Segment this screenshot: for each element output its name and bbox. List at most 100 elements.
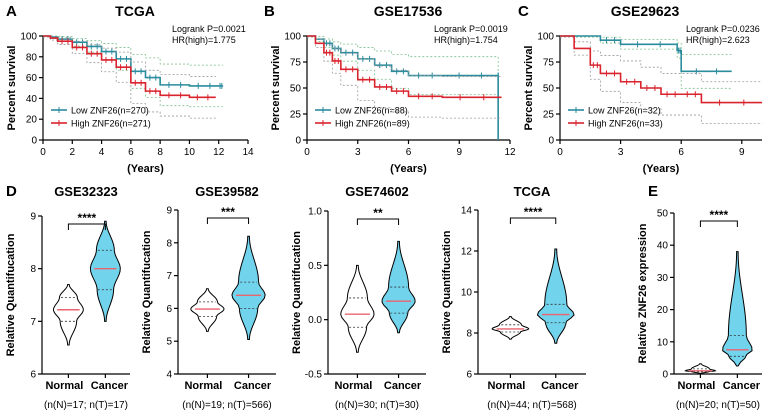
chart-c-2: Percent survival 0 25 50 75 100 0 3 6 9 (Years) Low… xyxy=(523,24,762,175)
y-tick-label: 75 xyxy=(543,58,555,69)
legend-label: Low ZNF26(n=88) xyxy=(335,106,408,116)
series-line-high xyxy=(43,35,216,99)
x-tick-label: 8 xyxy=(157,147,163,158)
category-label-normal: Normal xyxy=(487,380,525,392)
series-line-low xyxy=(560,35,732,73)
y-tick-label: 25 xyxy=(290,110,302,121)
category-label-cancer: Cancer xyxy=(384,380,422,392)
panel-title-c: GSE29623 xyxy=(611,3,680,19)
significance-bracket xyxy=(509,217,557,224)
chart-d-5: Relative Quantifucation -0.5 0.0 0.5 1.0 Norm… xyxy=(291,184,426,411)
y-tick-label: 7 xyxy=(30,317,36,328)
y-tick-label: 8 xyxy=(166,238,172,249)
significance-bracket xyxy=(699,220,738,227)
y-tick-label: 20 xyxy=(657,305,669,316)
panel-letter-c: C xyxy=(518,3,529,20)
y-tick-label: 0 xyxy=(662,370,668,381)
y-tick-label: 4 xyxy=(166,370,172,381)
category-label-normal: Normal xyxy=(334,380,372,392)
x-tick-label: 0 xyxy=(557,147,563,158)
y-tick-label: 0 xyxy=(548,136,554,147)
y-tick-label: 75 xyxy=(290,58,302,69)
significance-stars: *** xyxy=(221,205,235,219)
violin-normal xyxy=(53,283,84,346)
y-tick-label: 1.0 xyxy=(308,207,322,218)
x-tick-label: 0 xyxy=(304,147,310,158)
hr-label: HR(high)=1.754 xyxy=(434,35,498,45)
violin-normal xyxy=(190,288,225,332)
logrank-label: Logrank P=0.0019 xyxy=(434,24,508,34)
sample-size-label: (n(N)=17; n(T)=17) xyxy=(44,400,128,411)
y-tick-label: 40 xyxy=(657,241,669,252)
panel-title-a: TCGA xyxy=(115,3,155,19)
y-tick-label: 9 xyxy=(30,212,36,223)
y-axis-label: Relative Quantifucation xyxy=(5,233,17,356)
y-tick-label: 0.0 xyxy=(308,315,322,326)
legend-label: Low ZNF26(n=270) xyxy=(71,106,149,116)
x-tick-label: 12 xyxy=(213,147,225,158)
ci-band-upper xyxy=(307,35,499,120)
x-tick-label: 10 xyxy=(184,147,196,158)
y-tick-label: 8 xyxy=(30,264,36,275)
y-tick-label: 10 xyxy=(461,288,473,299)
ci-band-upper xyxy=(560,35,762,83)
chart-e-7: Relative ZNF26 expression 0 10 20 30 40 50 Norm… xyxy=(637,208,762,411)
y-tick-label: 6 xyxy=(30,370,36,381)
violin-cancer xyxy=(89,220,121,322)
category-label-normal: Normal xyxy=(677,380,715,392)
y-tick-label: 6 xyxy=(166,304,172,315)
y-tick-label: 14 xyxy=(461,206,473,217)
category-label-cancer: Cancer xyxy=(234,380,272,392)
violin-cancer xyxy=(536,248,575,344)
y-tick-label: 50 xyxy=(657,209,669,220)
y-axis-label: Percent survival xyxy=(6,46,18,131)
y-tick-label: 100 xyxy=(537,32,554,43)
legend-label: Low ZNF26(n=32) xyxy=(588,106,661,116)
x-tick-label: 3 xyxy=(355,147,361,158)
x-tick-label: 9 xyxy=(739,147,745,158)
significance-bracket xyxy=(67,223,106,230)
x-tick-label: 3 xyxy=(618,147,624,158)
ci-band-lower xyxy=(560,36,762,124)
panel-letter-b: B xyxy=(264,3,275,20)
significance-stars: **** xyxy=(78,211,97,225)
y-tick-label: 40 xyxy=(26,94,38,105)
series-line-high xyxy=(560,35,762,104)
series-line-high xyxy=(307,35,502,99)
violin-title: GSE39582 xyxy=(195,184,259,199)
y-tick-label: 9 xyxy=(166,206,172,217)
significance-bracket xyxy=(356,218,400,225)
x-tick-label: 2 xyxy=(70,147,76,158)
category-label-cancer: Cancer xyxy=(541,380,579,392)
y-tick-label: 12 xyxy=(461,247,473,258)
y-axis-label: Relative Quantifucation xyxy=(141,230,153,353)
sample-size-label: (n(N)=20; n(T)=50) xyxy=(676,400,760,411)
logrank-label: Logrank P=0.0021 xyxy=(172,24,246,34)
x-tick-label: 9 xyxy=(456,147,462,158)
ci-band-lower xyxy=(43,36,216,119)
y-tick-label: 0.5 xyxy=(308,261,322,272)
legend-label: High ZNF26(n=271) xyxy=(71,119,151,129)
y-axis-label: Percent survival xyxy=(270,46,282,131)
hr-label: HR(high)=2.623 xyxy=(686,35,750,45)
violin-title: GSE32323 xyxy=(54,184,118,199)
y-tick-label: -0.5 xyxy=(305,370,323,381)
x-axis-label: (Years) xyxy=(390,163,427,175)
y-tick-label: 60 xyxy=(26,73,38,84)
y-tick-label: 50 xyxy=(543,84,555,95)
y-axis-label: Relative Quantifucation xyxy=(441,230,453,353)
y-tick-label: 30 xyxy=(657,273,669,284)
chart-d-3: Relative Quantifucation 6 7 8 9 Normal Cancer (… xyxy=(5,184,130,411)
category-label-cancer: Cancer xyxy=(91,380,129,392)
chart-b-1: Percent survival 0 25 50 75 100 0 3 6 9 12 (Years) L… xyxy=(270,24,516,175)
hr-label: HR(high)=1.775 xyxy=(172,35,236,45)
significance-stars: **** xyxy=(710,208,729,222)
y-axis-label: Percent survival xyxy=(523,46,535,131)
x-tick-label: 6 xyxy=(128,147,134,158)
violin-cancer xyxy=(231,235,266,341)
x-tick-label: 6 xyxy=(406,147,412,158)
violin-normal xyxy=(491,316,530,340)
y-tick-label: 100 xyxy=(284,32,301,43)
logrank-label: Logrank P=0.0236 xyxy=(686,24,760,34)
x-axis-label: (Years) xyxy=(643,163,680,175)
